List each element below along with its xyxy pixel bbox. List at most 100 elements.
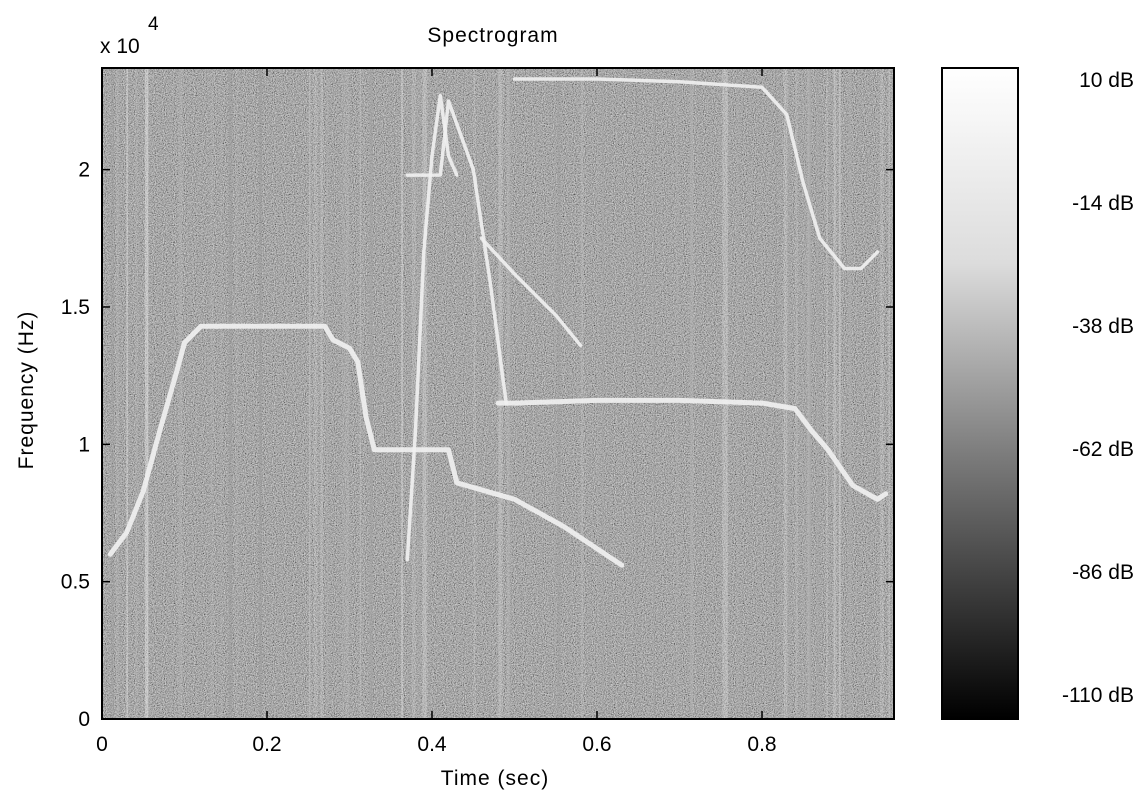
- series-line-1: [107, 323, 625, 568]
- noise-streak: [313, 68, 318, 719]
- noise-streak: [580, 68, 583, 719]
- series-layer: [107, 77, 889, 568]
- noise-streak: [259, 68, 262, 719]
- noise-streak: [342, 68, 346, 719]
- noise-streak: [498, 68, 501, 719]
- x-tick-label: 0.2: [252, 733, 281, 756]
- noise-streak: [178, 68, 183, 719]
- noise-streak: [608, 68, 610, 719]
- noise-streak: [144, 68, 149, 719]
- noise-streak: [597, 68, 599, 719]
- noise-streak: [808, 68, 812, 719]
- chart-title: Spectrogram: [427, 24, 558, 47]
- noise-streak: [178, 68, 182, 719]
- noise-streak: [369, 68, 373, 719]
- colorbar-tick-label: -86 dB: [1072, 561, 1134, 584]
- y-tick-label: 1.5: [61, 296, 90, 319]
- noise-streak: [848, 68, 852, 719]
- plot-noise: [102, 68, 894, 719]
- noise-streak: [888, 68, 890, 719]
- noise-streak: [473, 68, 476, 719]
- noise-streak: [582, 68, 584, 719]
- y-tick-label: 0.5: [61, 571, 90, 594]
- noise-streak: [210, 68, 214, 719]
- colorbar-labels: 10 dB -14 dB -38 dB -62 dB -86 dB -110 dB: [1062, 69, 1134, 707]
- noise-streak: [326, 68, 329, 719]
- noise-streak: [345, 68, 349, 719]
- colorbar-frame: [941, 67, 1019, 720]
- noise-streak: [804, 68, 808, 719]
- noise-streak: [411, 68, 416, 719]
- noise-streak: [891, 68, 894, 719]
- colorbar-gradient: [942, 68, 1018, 719]
- plot-frame: [101, 67, 895, 720]
- y-multiplier-exponent: 4: [148, 14, 159, 35]
- noise-streak: [309, 68, 311, 719]
- series-line-5: [495, 397, 889, 502]
- noise-streak: [826, 68, 828, 719]
- colorbar-tick-label: 10 dB: [1079, 69, 1134, 92]
- noise-streak: [401, 68, 404, 719]
- noise-streak: [736, 68, 740, 719]
- noise-streak: [228, 68, 233, 719]
- colorbar-tick-label: -110 dB: [1062, 684, 1134, 707]
- noise-streak: [801, 68, 804, 719]
- noise-streak: [838, 68, 841, 719]
- series-line-3: [405, 99, 508, 405]
- noise-streak: [601, 68, 605, 719]
- colorbar: 10 dB -14 dB -38 dB -62 dB -86 dB -110 dB: [941, 67, 1134, 720]
- noise-streak: [795, 68, 798, 719]
- noise-streak: [807, 68, 811, 719]
- x-tick-label: 0.6: [582, 733, 611, 756]
- noise-streak: [115, 68, 119, 719]
- noise-streak: [775, 68, 777, 719]
- noise-streak: [422, 68, 427, 719]
- x-tick-label: 0.4: [417, 733, 447, 756]
- noise-streak: [557, 68, 561, 719]
- noise-streak: [725, 68, 728, 719]
- noise-streak: [500, 68, 503, 719]
- series-line-4: [479, 236, 583, 348]
- noise-streak: [689, 68, 693, 719]
- noise-streak: [675, 68, 679, 719]
- noise-streak: [370, 68, 373, 719]
- noise-streak: [553, 68, 557, 719]
- noise-streak: [833, 68, 836, 719]
- noise-streak: [321, 68, 323, 719]
- y-tick-label: 0: [78, 708, 90, 731]
- noise-streak: [815, 68, 820, 719]
- noise-streak: [126, 68, 128, 719]
- colorbar-tick-label: -14 dB: [1072, 192, 1134, 215]
- y-axis-ticks: 0 0.5 1 1.5 2: [61, 159, 894, 731]
- noise-streak: [879, 68, 884, 719]
- x-tick-label: 0.8: [747, 733, 776, 756]
- series-line-2: [405, 93, 459, 562]
- series-line-6: [512, 77, 880, 271]
- noise-streak: [722, 68, 727, 719]
- noise-streak: [147, 68, 149, 719]
- noise-streak: [507, 68, 512, 719]
- y-tick-label: 1: [78, 433, 90, 456]
- noise-streak: [235, 68, 239, 719]
- y-tick-label: 2: [78, 159, 90, 182]
- noise-streak: [320, 68, 322, 719]
- colorbar-tick-label: -38 dB: [1072, 315, 1134, 338]
- y-axis-label: Frequency (Hz): [15, 311, 38, 470]
- y-multiplier-label: x 10: [100, 35, 140, 58]
- noise-streak: [506, 68, 510, 719]
- x-tick-label: 0: [96, 733, 108, 756]
- noise-streak: [135, 68, 138, 719]
- x-axis-label: Time (sec): [441, 767, 549, 790]
- noise-streak: [786, 68, 791, 719]
- noise-streak: [783, 68, 788, 719]
- noise-streak: [333, 68, 335, 719]
- x-axis-ticks: 0 0.2 0.4 0.6 0.8: [96, 68, 777, 756]
- noise-streak: [833, 68, 837, 719]
- noise-streak: [808, 68, 811, 719]
- noise-streak: [111, 68, 115, 719]
- noise-streak: [690, 68, 694, 719]
- noise-streak: [220, 68, 223, 719]
- noise-streak: [652, 68, 656, 719]
- plot-area: [101, 67, 895, 720]
